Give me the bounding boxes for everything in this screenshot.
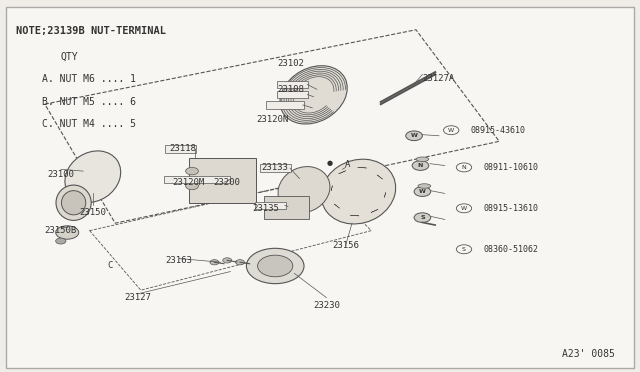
Text: N: N [461,165,467,170]
Text: 23230: 23230 [313,301,340,310]
Text: C: C [108,262,113,270]
Text: W: W [419,189,426,194]
Text: 23135: 23135 [252,204,279,213]
Polygon shape [334,204,340,208]
Polygon shape [377,175,383,179]
Text: W: W [461,206,467,211]
Ellipse shape [418,184,431,188]
Text: B. NUT M5 .... 6: B. NUT M5 .... 6 [42,97,136,107]
Text: 23100: 23100 [47,170,74,179]
Polygon shape [350,215,359,216]
Text: 08911-10610: 08911-10610 [483,163,538,172]
Circle shape [414,213,431,222]
Text: 23163: 23163 [166,256,193,265]
Text: 23120N: 23120N [256,115,288,124]
Text: 23102: 23102 [278,59,305,68]
Circle shape [210,260,219,265]
Text: A. NUT M6 .... 1: A. NUT M6 .... 1 [42,74,136,84]
Circle shape [414,187,431,196]
Text: S: S [420,215,425,220]
Text: 23133: 23133 [262,163,289,172]
Text: 23150: 23150 [79,208,106,217]
Text: 08360-51062: 08360-51062 [483,245,538,254]
Text: C. NUT M4 .... 5: C. NUT M4 .... 5 [42,119,136,129]
Circle shape [56,226,79,239]
FancyBboxPatch shape [266,101,304,109]
Text: 08915-13610: 08915-13610 [483,204,538,213]
Ellipse shape [416,157,429,161]
FancyBboxPatch shape [277,81,308,88]
Text: W: W [411,133,417,138]
Text: NOTE;23139B NUT-TERMINAL: NOTE;23139B NUT-TERMINAL [16,26,166,36]
Circle shape [186,182,198,190]
FancyBboxPatch shape [264,196,309,219]
Circle shape [56,238,66,244]
Text: 23108: 23108 [278,85,305,94]
Ellipse shape [257,255,293,277]
Polygon shape [339,171,346,174]
Polygon shape [358,167,367,168]
Text: ●: ● [326,160,333,166]
Ellipse shape [56,185,92,220]
Ellipse shape [246,248,304,284]
Circle shape [223,258,232,263]
Ellipse shape [280,66,348,124]
Circle shape [186,167,198,175]
Text: A: A [345,160,350,169]
Polygon shape [371,209,378,212]
FancyBboxPatch shape [277,91,308,98]
Text: QTY: QTY [61,52,79,62]
FancyBboxPatch shape [189,158,256,203]
Polygon shape [331,186,332,191]
FancyBboxPatch shape [165,145,196,153]
Text: N: N [418,163,423,168]
FancyBboxPatch shape [6,7,634,368]
Ellipse shape [321,159,396,224]
Text: 23150B: 23150B [45,226,77,235]
FancyBboxPatch shape [255,202,286,209]
Text: 23120M: 23120M [173,178,205,187]
Ellipse shape [61,190,86,215]
Text: 23200: 23200 [214,178,241,187]
Text: W: W [448,128,454,133]
Text: 23127A: 23127A [422,74,454,83]
Circle shape [406,131,422,141]
Circle shape [412,161,429,170]
Ellipse shape [278,167,330,213]
FancyBboxPatch shape [164,176,230,183]
Text: 23118: 23118 [169,144,196,153]
Text: 23156: 23156 [332,241,359,250]
Text: A23' 0085: A23' 0085 [561,349,614,359]
Polygon shape [385,192,386,198]
Circle shape [236,260,244,265]
FancyBboxPatch shape [260,164,291,172]
Text: 08915-43610: 08915-43610 [470,126,525,135]
Text: S: S [462,247,466,252]
Ellipse shape [65,151,121,202]
Text: 23127: 23127 [124,293,151,302]
